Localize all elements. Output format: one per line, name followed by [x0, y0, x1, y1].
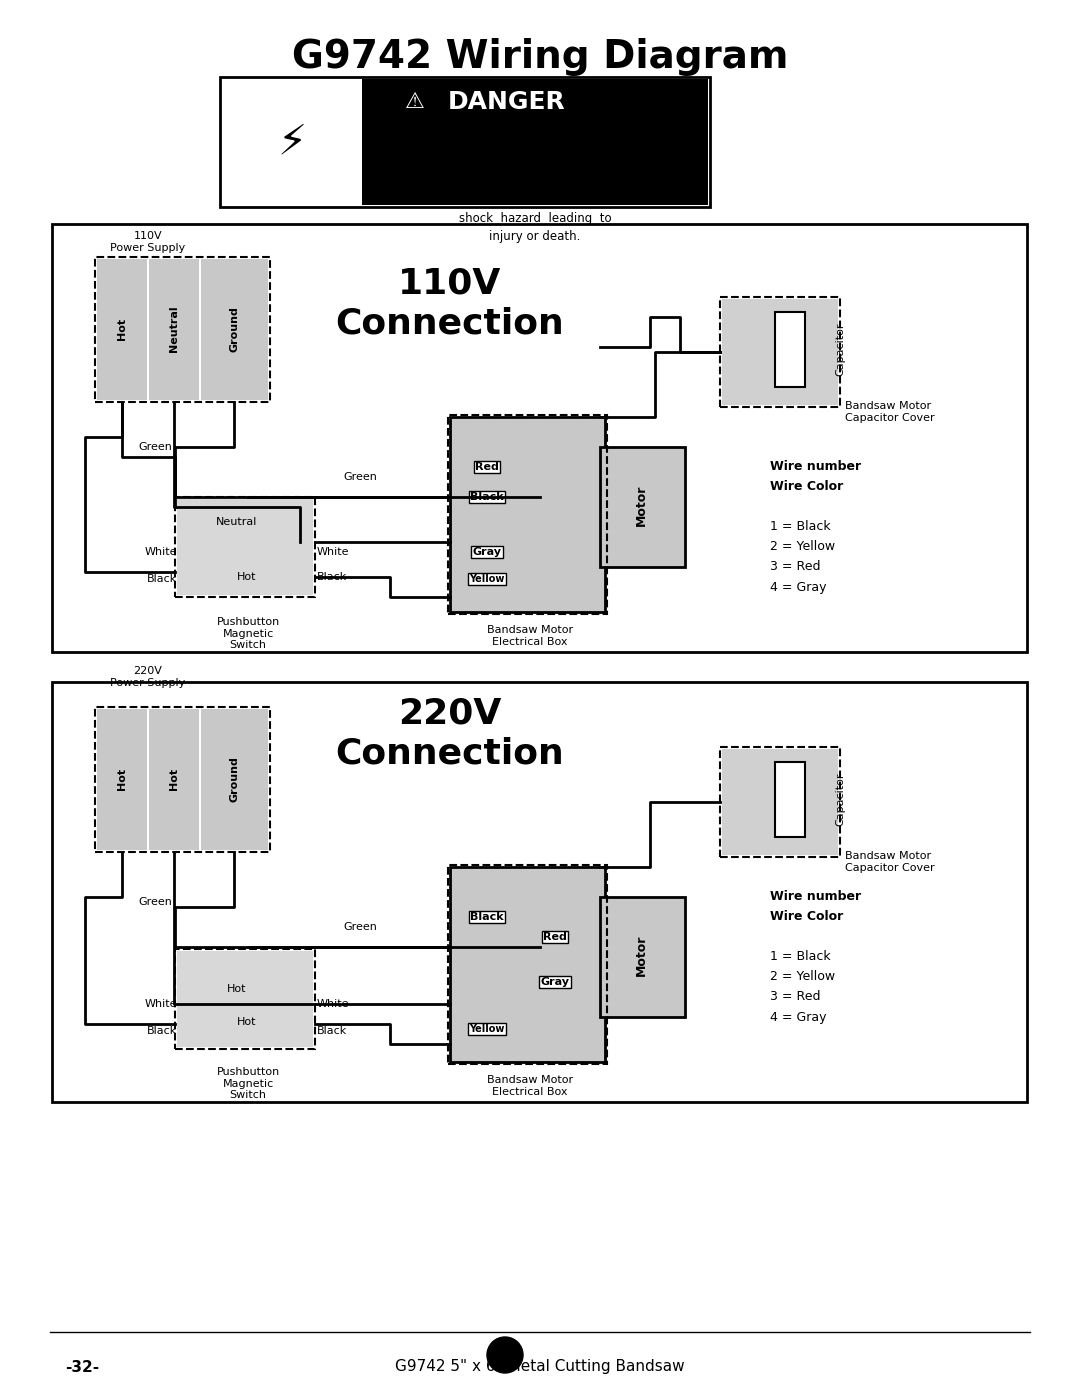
Text: Yellow: Yellow [470, 1024, 504, 1034]
Bar [222, 80, 362, 205]
Text: 1 = Black: 1 = Black [770, 521, 831, 534]
Text: Green: Green [138, 441, 172, 453]
Text: Hot: Hot [168, 768, 179, 791]
Bar [720, 298, 840, 407]
Bar [450, 416, 605, 612]
Text: 220V
Connection: 220V Connection [336, 697, 565, 770]
Text: Black: Black [318, 1025, 348, 1037]
Text: 220V
Power Supply: 220V Power Supply [110, 666, 186, 687]
Bar [775, 761, 805, 837]
Bar [201, 710, 268, 849]
Text: 2 = Yellow: 2 = Yellow [770, 541, 835, 553]
Text: 110V
Connection: 110V Connection [336, 267, 565, 341]
Text: Black: Black [147, 574, 177, 584]
Text: Capacitor: Capacitor [835, 773, 845, 826]
Text: 1 = Black: 1 = Black [770, 950, 831, 964]
Text: G9742 5" x 6" Metal Cutting Bandsaw: G9742 5" x 6" Metal Cutting Bandsaw [395, 1359, 685, 1375]
Text: 110V
Power Supply: 110V Power Supply [110, 231, 186, 253]
Text: 2 = Yellow: 2 = Yellow [770, 971, 835, 983]
Bar [97, 258, 147, 400]
Bar [175, 497, 315, 597]
Text: Neutral: Neutral [216, 517, 258, 527]
Text: Hot: Hot [237, 571, 257, 583]
Text: 4 = Gray: 4 = Gray [770, 581, 826, 594]
Bar [149, 258, 199, 400]
Bar [220, 77, 710, 207]
Text: 4 = Gray: 4 = Gray [770, 1010, 826, 1024]
Text: Red: Red [543, 932, 567, 942]
Bar [723, 299, 838, 405]
Text: Ground: Ground [229, 756, 239, 802]
Text: Bandsaw Motor
Electrical Box: Bandsaw Motor Electrical Box [487, 1076, 573, 1097]
Text: Black: Black [147, 1025, 177, 1037]
Text: Motor: Motor [635, 935, 648, 975]
Text: Bandsaw Motor
Electrical Box: Bandsaw Motor Electrical Box [487, 624, 573, 647]
Bar [362, 80, 708, 205]
Text: DANGER: DANGER [448, 89, 566, 115]
Bar [723, 749, 838, 855]
Text: Red: Red [475, 462, 499, 472]
Text: Hot: Hot [117, 319, 127, 339]
Text: 3 = Red: 3 = Red [770, 560, 821, 574]
Text: Capacitor: Capacitor [835, 323, 845, 376]
Text: White: White [318, 999, 350, 1009]
Text: Pushbutton
Magnetic
Switch: Pushbutton Magnetic Switch [216, 1067, 280, 1101]
Bar [177, 499, 313, 595]
Bar [775, 312, 805, 387]
Text: White: White [145, 548, 177, 557]
Text: Hot: Hot [117, 768, 127, 791]
Text: White: White [145, 999, 177, 1009]
Text: Gray: Gray [473, 548, 501, 557]
Text: Black: Black [470, 912, 503, 922]
Text: Bandsaw Motor
Capacitor Cover: Bandsaw Motor Capacitor Cover [845, 401, 934, 423]
Text: Green: Green [343, 472, 377, 482]
Text: 🐻: 🐻 [498, 1343, 513, 1368]
Text: Wire Color: Wire Color [770, 481, 843, 493]
Bar [175, 949, 315, 1049]
Text: G9742 Wiring Diagram: G9742 Wiring Diagram [292, 38, 788, 75]
Bar [95, 257, 270, 402]
Text: Hot: Hot [227, 983, 246, 995]
Bar [52, 682, 1027, 1102]
Bar [97, 710, 147, 849]
Text: ⚡: ⚡ [278, 122, 307, 163]
Text: Wire number: Wire number [770, 890, 861, 904]
Text: ⚠: ⚠ [405, 92, 426, 112]
Bar [52, 224, 1027, 652]
Bar [201, 258, 268, 400]
Text: Neutral: Neutral [168, 306, 179, 352]
Text: 3 = Red: 3 = Red [770, 990, 821, 1003]
Bar [448, 865, 607, 1065]
Bar [720, 747, 840, 856]
Circle shape [487, 1337, 523, 1373]
Text: Hot: Hot [237, 1017, 257, 1027]
Text: -32-: -32- [65, 1359, 99, 1375]
Text: Green: Green [343, 922, 377, 932]
Text: Bandsaw Motor
Capacitor Cover: Bandsaw Motor Capacitor Cover [845, 851, 934, 873]
Text: Disconnect  power  from
machine  before  performing
any  electrical  service.  F: Disconnect power from machine before per… [443, 140, 626, 243]
Text: Motor: Motor [635, 485, 648, 525]
Bar [177, 951, 313, 1046]
Text: Pushbutton
Magnetic
Switch: Pushbutton Magnetic Switch [216, 617, 280, 650]
Text: Ground: Ground [229, 306, 239, 352]
Bar [600, 447, 685, 567]
Text: Gray: Gray [540, 977, 569, 988]
Bar [450, 868, 605, 1062]
Text: Black: Black [318, 571, 348, 583]
Bar [600, 897, 685, 1017]
Bar [448, 415, 607, 615]
Bar [95, 707, 270, 852]
Text: White: White [318, 548, 350, 557]
Text: Wire Color: Wire Color [770, 911, 843, 923]
Text: Black: Black [470, 492, 503, 502]
Text: Wire number: Wire number [770, 461, 861, 474]
Text: Yellow: Yellow [470, 574, 504, 584]
Bar [149, 710, 199, 849]
Text: Green: Green [138, 897, 172, 907]
